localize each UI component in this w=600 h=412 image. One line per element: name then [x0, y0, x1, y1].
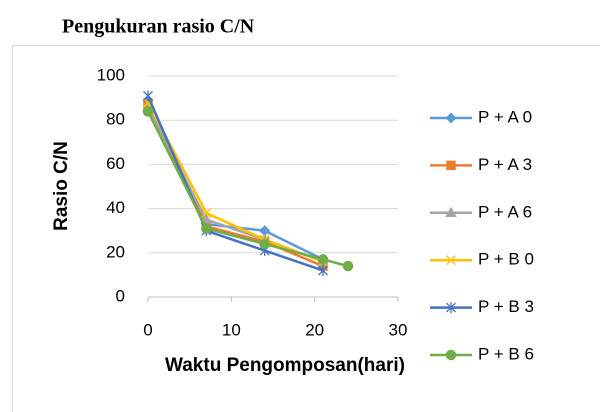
marker-shape	[446, 302, 456, 314]
marker	[445, 112, 457, 124]
marker-shape	[342, 260, 354, 272]
y-tick-label: 40	[106, 198, 125, 217]
marker	[201, 223, 212, 234]
marker-shape	[143, 90, 153, 102]
x-tick-label: 20	[305, 320, 324, 339]
y-tick-label: 20	[106, 242, 125, 261]
x-tick-label: 0	[143, 320, 152, 339]
marker	[446, 160, 456, 171]
series-line	[146, 106, 324, 263]
marker-shape	[445, 112, 457, 124]
marker	[259, 238, 270, 250]
marker	[318, 264, 328, 276]
legend-label: P + A 0	[478, 107, 532, 126]
marker-shape	[259, 238, 270, 250]
marker-shape	[317, 254, 329, 265]
legend-label: P + A 6	[478, 202, 532, 221]
marker	[200, 213, 213, 224]
marker	[446, 255, 456, 266]
marker	[143, 90, 153, 102]
legend-label: P + B 0	[478, 250, 534, 269]
marker	[445, 206, 457, 218]
marker-shape	[200, 213, 213, 224]
y-tick-label: 100	[97, 65, 125, 84]
marker-shape	[201, 208, 212, 218]
series-line	[146, 95, 324, 272]
series-line	[146, 110, 349, 268]
marker	[201, 208, 212, 218]
x-tick-label: 30	[389, 320, 408, 339]
x-axis-label: Waktu Pengomposan(hari)	[165, 355, 405, 376]
chart-title: Pengukuran rasio C/N	[62, 16, 255, 38]
marker	[446, 302, 456, 314]
legend-label: P + B 3	[478, 297, 534, 316]
x-tick-label: 10	[222, 320, 241, 339]
marker-shape	[318, 264, 328, 276]
marker-shape	[446, 160, 456, 171]
marker-shape	[142, 106, 154, 117]
legend-item: P + A 6	[430, 202, 532, 221]
y-tick-label: 60	[106, 154, 125, 173]
legend-item: P + B 3	[430, 297, 534, 316]
legend-label: P + B 6	[478, 344, 534, 363]
marker-shape	[201, 223, 212, 234]
marker	[142, 106, 154, 117]
marker	[317, 254, 329, 265]
series-line	[146, 101, 324, 263]
y-tick-label: 80	[106, 110, 125, 129]
marker	[445, 349, 457, 361]
legend-label: P + A 3	[478, 155, 532, 174]
marker-shape	[446, 255, 456, 266]
marker-shape	[445, 206, 457, 218]
chart-border	[12, 45, 600, 412]
marker	[342, 260, 354, 272]
legend-item: P + B 6	[430, 344, 534, 363]
legend-item: P + A 3	[430, 155, 532, 174]
legend-item: P + A 0	[430, 107, 532, 126]
marker-shape	[445, 349, 457, 361]
y-tick-label: 0	[116, 286, 125, 305]
legend-item: P + B 0	[430, 250, 534, 269]
y-axis-label: Rasio C/N	[51, 141, 72, 231]
